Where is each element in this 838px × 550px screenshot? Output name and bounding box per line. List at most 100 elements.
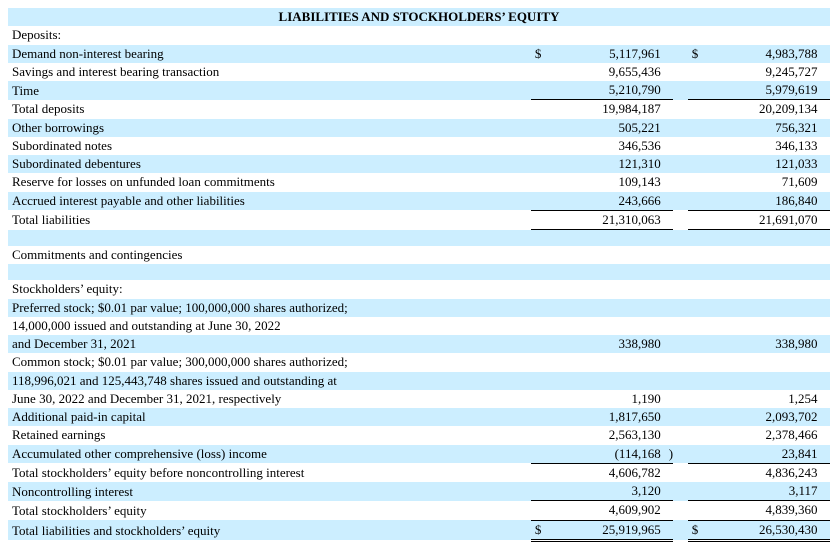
row-value [550, 372, 665, 390]
row-value: 21,310,063 [550, 210, 665, 229]
table-row: Accrued interest payable and other liabi… [8, 192, 830, 211]
row-value: 9,655,436 [550, 63, 665, 81]
currency-symbol [688, 353, 707, 371]
column-gap [673, 445, 688, 464]
column-gap [673, 100, 688, 119]
closing-paren [822, 155, 830, 173]
closing-paren [665, 192, 673, 211]
row-label: Common stock; $0.01 par value; 300,000,0… [8, 353, 531, 371]
currency-symbol [531, 335, 550, 353]
row-label: Total liabilities [8, 210, 531, 229]
row-value: 2,093,702 [707, 408, 822, 426]
closing-paren [665, 482, 673, 501]
row-value: 243,666 [550, 192, 665, 211]
closing-paren [665, 390, 673, 408]
row-value: 186,840 [707, 192, 822, 211]
currency-symbol [688, 173, 707, 191]
currency-symbol [688, 299, 707, 317]
row-label: Stockholders’ equity: [8, 280, 531, 298]
row-value [550, 280, 665, 298]
column-gap [673, 299, 688, 317]
row-label: Demand non-interest bearing [8, 45, 531, 63]
currency-symbol [688, 280, 707, 298]
row-label: June 30, 2022 and December 31, 2021, res… [8, 390, 531, 408]
currency-symbol [531, 63, 550, 81]
row-value: 3,120 [550, 482, 665, 501]
currency-symbol [688, 335, 707, 353]
row-value [707, 280, 822, 298]
table-row [8, 230, 830, 247]
column-gap [673, 390, 688, 408]
column-gap [673, 137, 688, 155]
column-gap [673, 317, 688, 335]
closing-paren [665, 155, 673, 173]
closing-paren [665, 353, 673, 371]
column-gap [673, 463, 688, 482]
currency-symbol [688, 372, 707, 390]
currency-symbol [688, 26, 707, 44]
row-value: 2,378,466 [707, 426, 822, 444]
currency-symbol [531, 372, 550, 390]
closing-paren [822, 390, 830, 408]
row-value [707, 372, 822, 390]
row-value: 19,984,187 [550, 100, 665, 119]
row-label: Time [8, 81, 531, 100]
currency-symbol [688, 408, 707, 426]
column-gap [673, 482, 688, 501]
closing-paren [822, 81, 830, 100]
currency-symbol [688, 501, 707, 520]
closing-paren [665, 137, 673, 155]
closing-paren [665, 63, 673, 81]
currency-symbol [688, 119, 707, 137]
table-row: Accumulated other comprehensive (loss) i… [8, 445, 830, 464]
closing-paren [822, 192, 830, 211]
row-value [550, 246, 665, 264]
row-value: 71,609 [707, 173, 822, 191]
row-value: 4,983,788 [707, 45, 822, 63]
row-value: 121,033 [707, 155, 822, 173]
currency-symbol [531, 155, 550, 173]
currency-symbol [531, 426, 550, 444]
currency-symbol [531, 408, 550, 426]
row-value [550, 299, 665, 317]
row-value: 23,841 [707, 445, 822, 464]
closing-paren [822, 210, 830, 229]
table-row: Common stock; $0.01 par value; 300,000,0… [8, 353, 830, 371]
table-row: Retained earnings2,563,1302,378,466 [8, 426, 830, 444]
closing-paren [822, 501, 830, 520]
currency-symbol [531, 119, 550, 137]
closing-paren [665, 335, 673, 353]
column-gap [673, 63, 688, 81]
closing-paren [822, 520, 830, 540]
row-label: Savings and interest bearing transaction [8, 63, 531, 81]
row-label: Accrued interest payable and other liabi… [8, 192, 531, 211]
table-row: Total liabilities21,310,06321,691,070 [8, 210, 830, 229]
closing-paren [665, 520, 673, 540]
closing-paren [822, 426, 830, 444]
table-row: and December 31, 2021338,980338,980 [8, 335, 830, 353]
section-header-text: LIABILITIES AND STOCKHOLDERS’ EQUITY [279, 9, 560, 24]
currency-symbol [688, 100, 707, 119]
row-label: Total stockholders’ equity before noncon… [8, 463, 531, 482]
closing-paren [665, 100, 673, 119]
table-row [8, 264, 830, 280]
row-value: 25,919,965 [550, 520, 665, 540]
table-row: Subordinated debentures121,310121,033 [8, 155, 830, 173]
row-value: 1,254 [707, 390, 822, 408]
column-gap [673, 45, 688, 63]
currency-symbol [531, 173, 550, 191]
row-label: Noncontrolling interest [8, 482, 531, 501]
row-label: Preferred stock; $0.01 par value; 100,00… [8, 299, 531, 317]
column-gap [673, 372, 688, 390]
table-row: Subordinated notes346,536346,133 [8, 137, 830, 155]
table-row: Total deposits19,984,18720,209,134 [8, 100, 830, 119]
currency-symbol: $ [531, 45, 550, 63]
row-value: 26,530,430 [707, 520, 822, 540]
row-label: Subordinated notes [8, 137, 531, 155]
column-gap [673, 353, 688, 371]
column-gap [673, 192, 688, 211]
currency-symbol [531, 445, 550, 464]
column-gap [673, 26, 688, 44]
closing-paren [665, 372, 673, 390]
row-value [707, 317, 822, 335]
